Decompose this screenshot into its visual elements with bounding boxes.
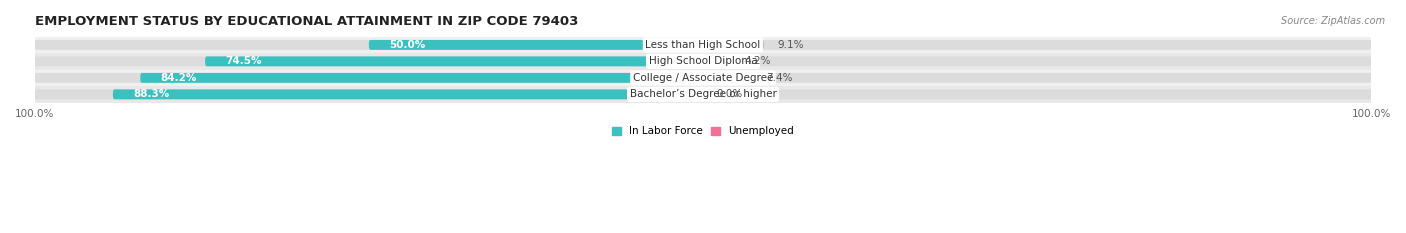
Text: College / Associate Degree: College / Associate Degree — [633, 73, 773, 83]
FancyBboxPatch shape — [35, 89, 703, 99]
Bar — [35, 70, 1371, 86]
FancyBboxPatch shape — [703, 89, 1371, 99]
Bar — [35, 53, 1371, 70]
FancyBboxPatch shape — [205, 56, 703, 66]
FancyBboxPatch shape — [368, 40, 703, 50]
FancyBboxPatch shape — [703, 56, 1371, 66]
FancyBboxPatch shape — [703, 73, 752, 83]
Text: 50.0%: 50.0% — [389, 40, 425, 50]
Text: 4.2%: 4.2% — [744, 56, 770, 66]
Text: 9.1%: 9.1% — [778, 40, 804, 50]
FancyBboxPatch shape — [703, 73, 1371, 83]
Text: Bachelor’s Degree or higher: Bachelor’s Degree or higher — [630, 89, 776, 99]
Text: 88.3%: 88.3% — [134, 89, 169, 99]
FancyBboxPatch shape — [703, 56, 731, 66]
FancyBboxPatch shape — [703, 40, 763, 50]
Bar — [35, 37, 1371, 53]
Legend: In Labor Force, Unemployed: In Labor Force, Unemployed — [609, 122, 797, 140]
FancyBboxPatch shape — [35, 56, 703, 66]
Text: EMPLOYMENT STATUS BY EDUCATIONAL ATTAINMENT IN ZIP CODE 79403: EMPLOYMENT STATUS BY EDUCATIONAL ATTAINM… — [35, 15, 578, 28]
FancyBboxPatch shape — [703, 40, 1371, 50]
Text: Source: ZipAtlas.com: Source: ZipAtlas.com — [1281, 16, 1385, 26]
FancyBboxPatch shape — [35, 40, 703, 50]
FancyBboxPatch shape — [112, 89, 703, 99]
Bar — [35, 86, 1371, 103]
FancyBboxPatch shape — [35, 73, 703, 83]
FancyBboxPatch shape — [141, 73, 703, 83]
Text: 84.2%: 84.2% — [160, 73, 197, 83]
Text: 74.5%: 74.5% — [225, 56, 262, 66]
Text: 0.0%: 0.0% — [717, 89, 742, 99]
Text: Less than High School: Less than High School — [645, 40, 761, 50]
Text: High School Diploma: High School Diploma — [648, 56, 758, 66]
Text: 7.4%: 7.4% — [766, 73, 793, 83]
